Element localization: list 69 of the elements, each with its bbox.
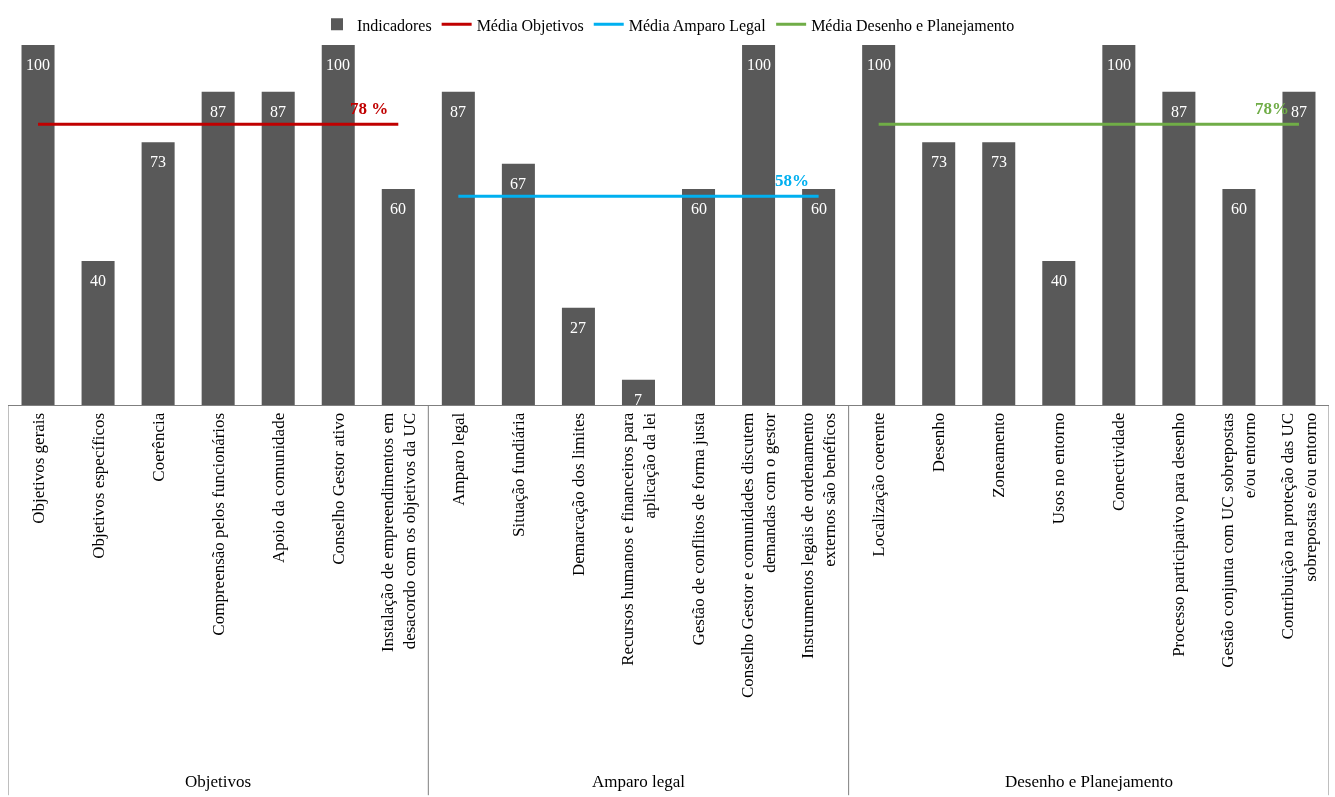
bar bbox=[561, 307, 595, 405]
x-tick-label: Localização coerente bbox=[869, 412, 889, 557]
data-label: 60 bbox=[811, 200, 827, 217]
bar bbox=[441, 91, 475, 405]
data-label: 100 bbox=[26, 56, 50, 73]
data-label: 87 bbox=[1171, 103, 1187, 120]
x-tick-label: Amparo legal bbox=[448, 412, 468, 506]
bar bbox=[1042, 261, 1076, 405]
data-label: 100 bbox=[867, 56, 891, 73]
x-tick-label: Conectividade bbox=[1109, 412, 1129, 511]
x-tick-label: Demarcação dos limites bbox=[568, 412, 588, 577]
bar bbox=[81, 261, 115, 405]
bar bbox=[742, 45, 776, 405]
x-tick-label: Objetivos específicos bbox=[88, 412, 108, 559]
text: Amparo legal bbox=[592, 772, 686, 791]
x-tick-label: Compreensão pelos funcionários bbox=[208, 412, 228, 636]
data-label: 58% bbox=[775, 171, 809, 190]
x-tick-label: Usos no entorno bbox=[1049, 412, 1069, 525]
data-label: 73 bbox=[150, 153, 166, 170]
data-label: 73 bbox=[991, 153, 1007, 170]
data-label: 67 bbox=[510, 175, 526, 192]
data-label: 87 bbox=[210, 103, 226, 120]
x-tick-label: Conselho Gestor ativo bbox=[328, 412, 348, 565]
bar bbox=[802, 189, 836, 405]
x-tick-label: Coerência bbox=[148, 412, 168, 482]
x-tick-label: Gestão conjunta com UC sobrepostas e/ou entorno bbox=[1218, 412, 1260, 668]
bar bbox=[501, 163, 535, 405]
x-tick-label: Processo participativo para desenho bbox=[1169, 412, 1189, 657]
x-tick-label: Gestão de conflitos de forma justa bbox=[689, 412, 709, 646]
data-label: 27 bbox=[570, 319, 586, 336]
data-label: 87 bbox=[450, 103, 466, 120]
bar bbox=[1102, 45, 1136, 405]
bar bbox=[621, 379, 655, 405]
bar bbox=[201, 91, 235, 405]
legend-label: Indicadores bbox=[357, 16, 432, 34]
bar bbox=[21, 45, 55, 405]
data-label: 87 bbox=[270, 103, 286, 120]
x-tick-label: Apoio da comunidade bbox=[268, 412, 288, 563]
data-label: 87 bbox=[1291, 103, 1307, 120]
legend-label: Média Desenho e Planejamento bbox=[811, 16, 1015, 35]
data-label: 100 bbox=[326, 56, 350, 73]
data-label: 100 bbox=[747, 56, 771, 73]
legend-label: Média Objetivos bbox=[476, 16, 584, 35]
bar bbox=[862, 45, 896, 405]
x-tick-label: Desenho bbox=[929, 412, 949, 473]
bar bbox=[261, 91, 295, 405]
text: Objetivos bbox=[185, 772, 252, 791]
bar bbox=[682, 189, 716, 405]
bar bbox=[922, 142, 956, 405]
bar bbox=[141, 142, 175, 405]
data-label: 40 bbox=[90, 272, 106, 289]
x-tick-label: Objetivos gerais bbox=[28, 412, 48, 524]
data-label: 60 bbox=[1231, 200, 1247, 217]
x-tick-label: Zoneamento bbox=[989, 412, 1009, 498]
data-label: 40 bbox=[1051, 272, 1067, 289]
x-tick-label: Instalação de empreendimentos em desacordo com os objetivos da UC bbox=[377, 412, 419, 653]
bar bbox=[1222, 189, 1256, 405]
text: Desenho e Planejamento bbox=[1005, 772, 1174, 791]
data-label: 60 bbox=[390, 200, 406, 217]
bar bbox=[1162, 91, 1196, 405]
data-label: 60 bbox=[691, 200, 707, 217]
data-label: 73 bbox=[931, 153, 947, 170]
bar bbox=[982, 142, 1016, 405]
x-tick-label: Recursos humanos e financeiros para aplicação da lei bbox=[617, 412, 660, 666]
bar bbox=[381, 189, 415, 405]
data-label: 7 bbox=[634, 391, 642, 408]
data-label: 100 bbox=[1107, 56, 1131, 73]
x-tick-label: Situação fundiária bbox=[508, 412, 528, 537]
legend-label: Média Amparo Legal bbox=[628, 16, 767, 35]
